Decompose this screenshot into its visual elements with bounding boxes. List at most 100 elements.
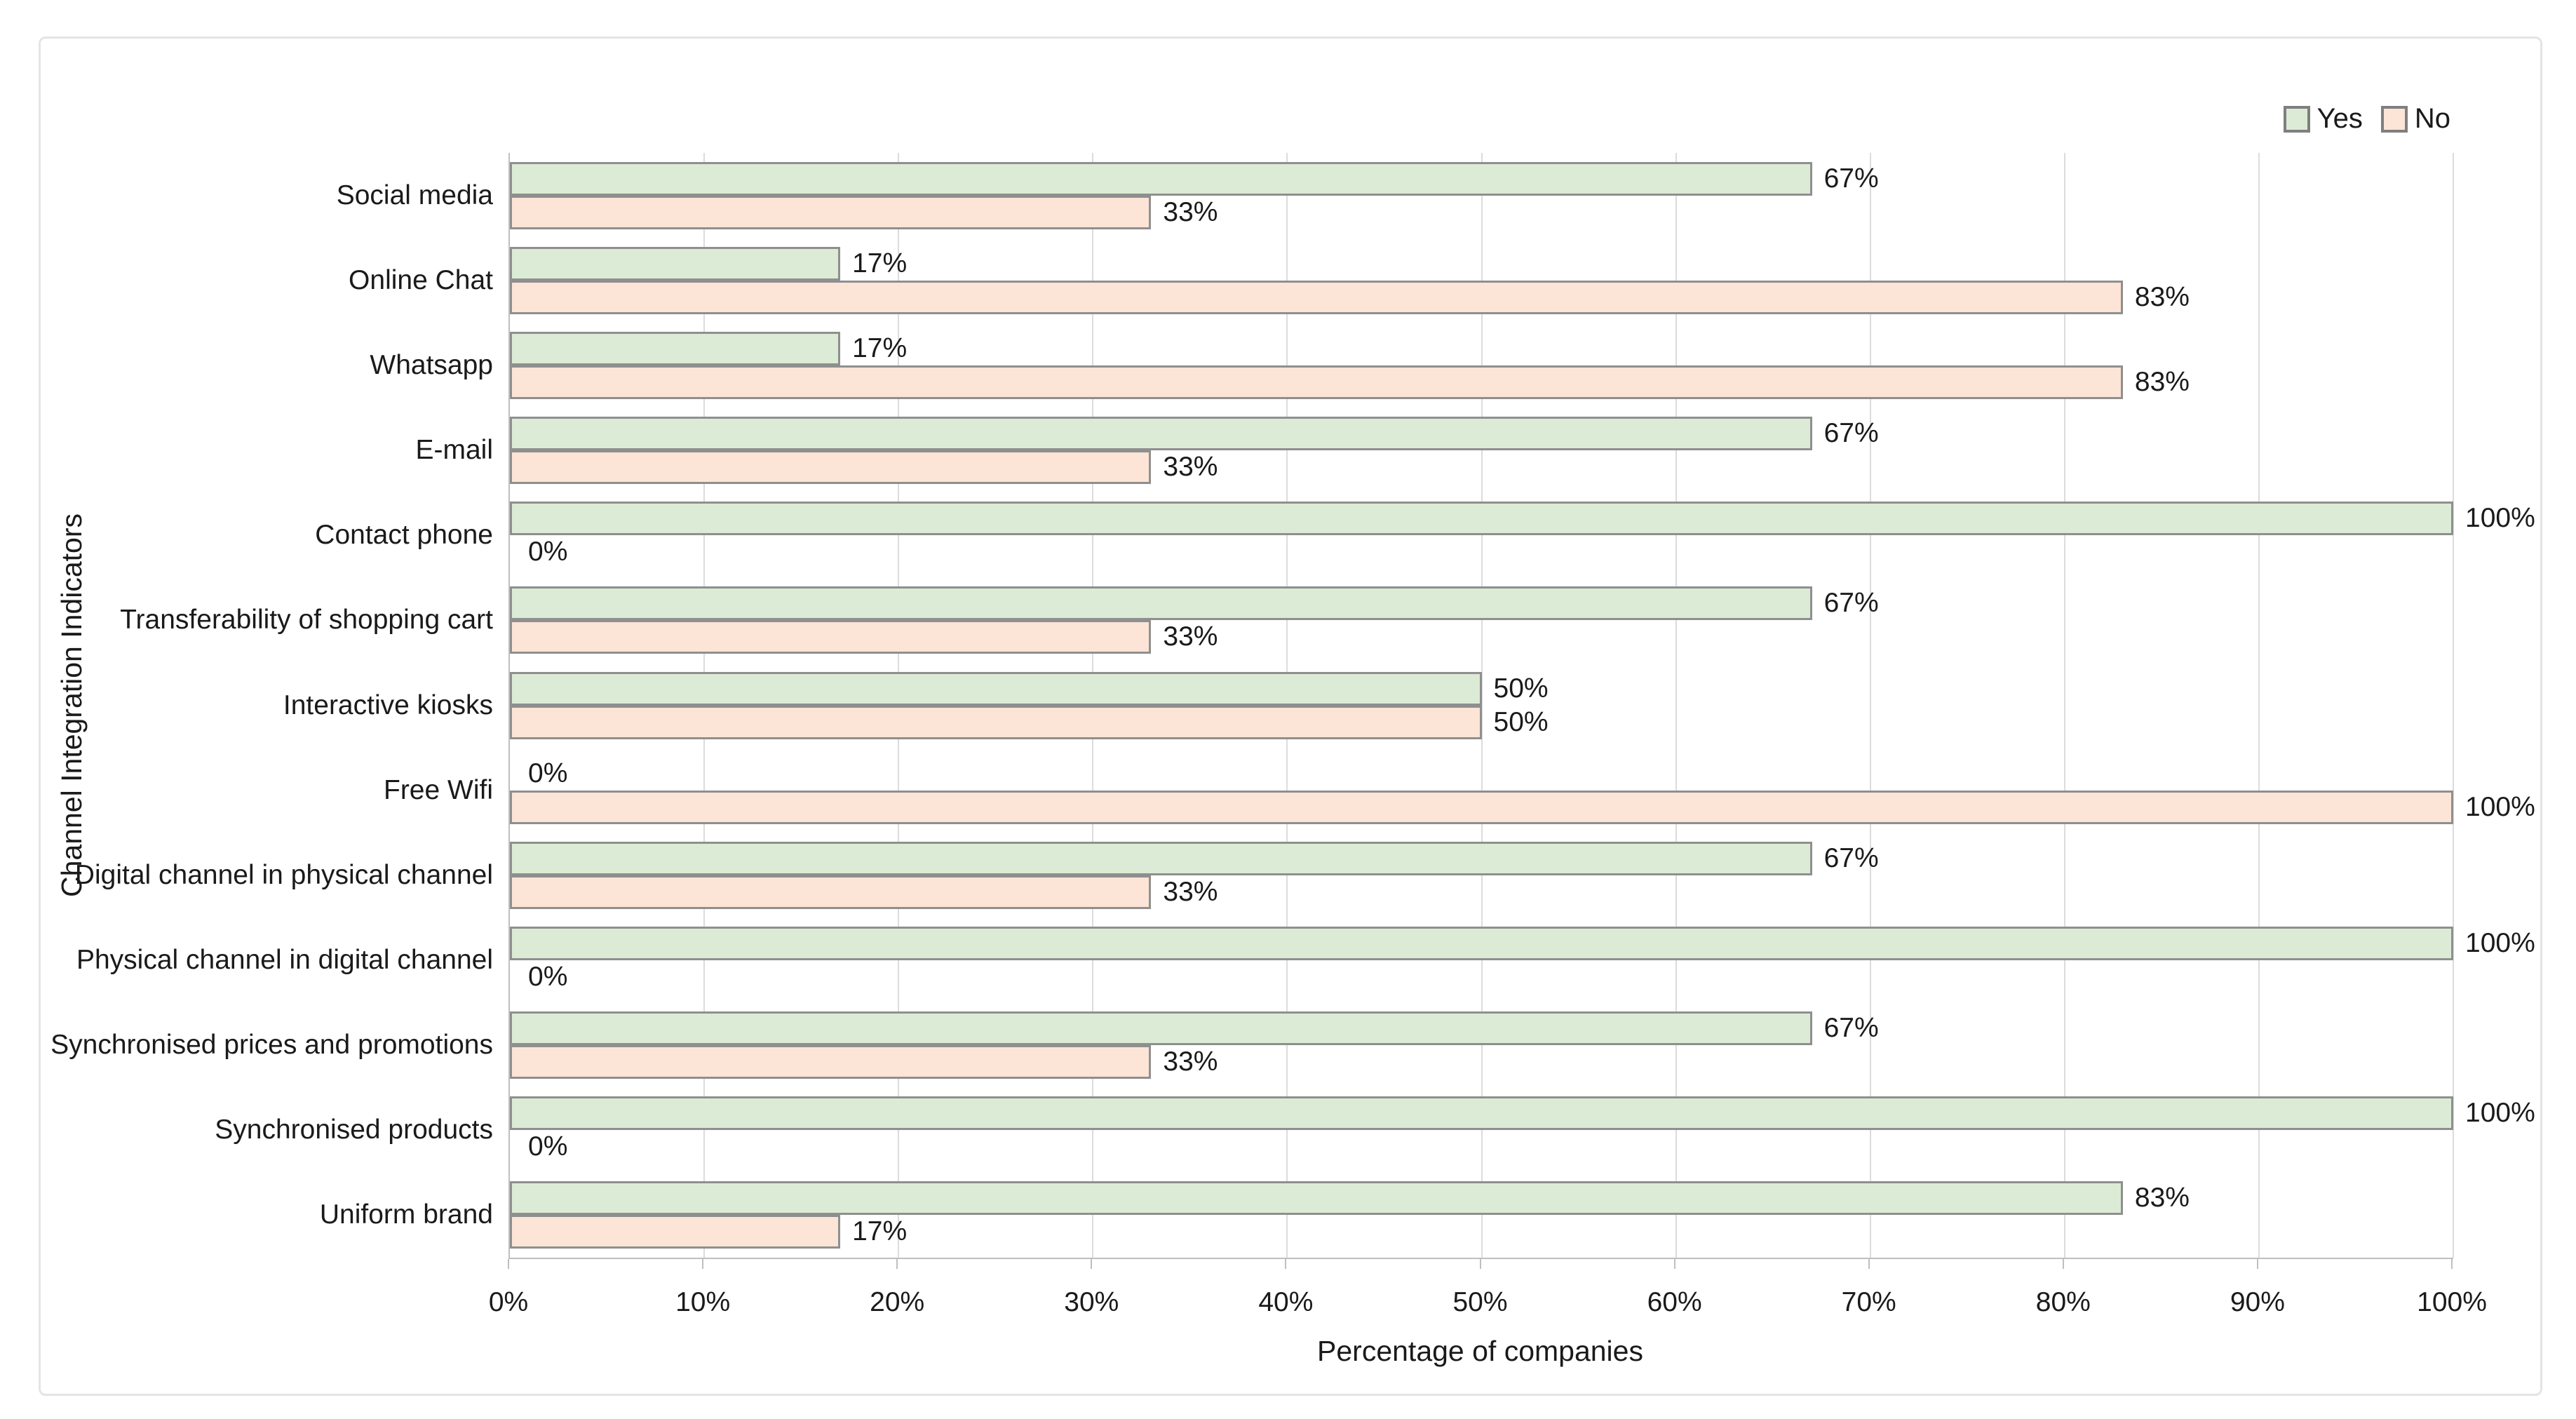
bar-value-label: 67% [1823, 588, 1879, 619]
gridline [1481, 153, 1483, 1258]
category-label: E-mail [415, 435, 493, 466]
bar-no: 33% [510, 875, 1218, 909]
category-label: Uniform brand [319, 1199, 493, 1230]
bar-yes: 100% [510, 502, 2535, 536]
tick-label: 60% [1647, 1287, 1702, 1317]
category-label: Physical channel in digital channel [76, 944, 493, 975]
legend-label-yes: Yes [2317, 103, 2363, 134]
bar-pair: 100% 0% [510, 1088, 2535, 1173]
tick-mark [508, 1259, 509, 1269]
bar-pair: 100% 0% [510, 493, 2535, 578]
bar-value-label: 33% [1163, 196, 1218, 227]
bar-value-label: 50% [1493, 706, 1549, 737]
bar-no: 33% [510, 195, 1218, 229]
bar-value-label: 0% [528, 961, 568, 992]
bar-value-label: 100% [2465, 503, 2535, 534]
category-label: Transferability of shopping cart [120, 605, 493, 635]
category-label: Synchronised products [215, 1115, 493, 1145]
tick-mark [1091, 1259, 1093, 1269]
gridline [2063, 153, 2065, 1258]
tick-mark [1673, 1259, 1675, 1269]
bar-pair: 67% 33% [510, 833, 2453, 917]
bar-value-label: 67% [1823, 1013, 1879, 1044]
legend-swatch-yes-icon [2283, 105, 2310, 133]
bar-yes: 17% [510, 331, 907, 365]
bar-no: 33% [510, 1045, 1218, 1080]
bar-value-label: 17% [852, 1216, 908, 1247]
bar-yes: 67% [510, 841, 1879, 875]
bar-yes: 100% [510, 926, 2535, 960]
bar-value-label: 100% [2465, 1098, 2535, 1129]
gridline [2258, 153, 2260, 1258]
bar-value-label: 67% [1823, 163, 1879, 194]
category-label: Digital channel in physical channel [74, 859, 493, 890]
gridline [1675, 153, 1677, 1258]
bar-value-label: 67% [1823, 418, 1879, 449]
tick-label: 90% [2230, 1287, 2285, 1317]
legend: Yes No [2283, 103, 2450, 135]
plot-rows: 67% 33% 17% 83% 17% 83% 67% 33% 100% 0% 67% 33% 50% 5… [510, 153, 2535, 1258]
bar-no: 50% [510, 705, 1549, 739]
bar-value-label: 17% [852, 332, 908, 363]
tick-label: 0% [488, 1287, 529, 1317]
bar-value-label: 17% [852, 248, 908, 278]
tick-mark [2062, 1259, 2064, 1269]
y-axis-title: Channel Integration Indicators [46, 153, 97, 1258]
bar-value-label: 33% [1163, 621, 1218, 652]
tick-mark [2256, 1259, 2258, 1269]
tick-label: 20% [870, 1287, 925, 1317]
bar-value-label: 83% [2134, 366, 2190, 397]
category-label: Interactive kiosks [283, 690, 493, 720]
bar-yes: 50% [510, 671, 1549, 706]
tick-mark [702, 1259, 704, 1269]
category-labels: Social media Online Chat Whatsapp E-mail Con… [50, 153, 493, 1258]
bar-pair: 100% 0% [510, 917, 2535, 1002]
bar-pair: 17% 83% [510, 238, 2453, 323]
category-label: Whatsapp [370, 349, 493, 380]
bar-pair: 67% 33% [510, 408, 2453, 492]
bar-pair: 67% 33% [510, 578, 2453, 663]
category-label: Free Wifi [384, 774, 493, 805]
tick-label: 50% [1452, 1287, 1508, 1317]
bar-value-label: 83% [2134, 1183, 2190, 1213]
bar-pair: 0% 100% [510, 748, 2535, 833]
tick-label: 10% [675, 1287, 731, 1317]
bar-yes: 67% [510, 1011, 1879, 1046]
tick-mark [1285, 1259, 1287, 1269]
category-label: Synchronised prices and promotions [50, 1030, 493, 1061]
bar-value-label: 67% [1823, 842, 1879, 873]
x-axis: 0% 10% 20% 30% 40% 50% 60% 70% 80% 90% 100% [489, 1259, 2487, 1371]
legend-label-no: No [2414, 103, 2450, 134]
bar-value-label: 33% [1163, 452, 1218, 483]
bar-pair: 50% 50% [510, 663, 2453, 748]
bar-no: 33% [510, 450, 1218, 485]
tick-mark [1868, 1259, 1870, 1269]
bar-value-label: 100% [2465, 791, 2535, 822]
tick-mark [1479, 1259, 1481, 1269]
bar-yes: 67% [510, 161, 1879, 196]
category-label: Social media [336, 180, 493, 210]
gridline [2453, 153, 2454, 1258]
bar-value-label: 0% [528, 758, 568, 788]
bar-value-label: 83% [2134, 281, 2190, 312]
legend-swatch-no-icon [2380, 105, 2408, 133]
bar-value-label: 33% [1163, 1047, 1218, 1077]
bar-no: 17% [510, 1215, 907, 1249]
bar-no: 83% [510, 365, 2190, 399]
y-axis-title-text: Channel Integration Indicators [55, 513, 88, 897]
bar-yes: 100% [510, 1096, 2535, 1131]
bar-no: 33% [510, 620, 1218, 654]
bar-yes: 67% [510, 586, 1879, 621]
tick-mark [896, 1259, 898, 1269]
bar-value-label: 50% [1493, 673, 1549, 704]
tick-label: 30% [1064, 1287, 1119, 1317]
bar-yes: 17% [510, 246, 907, 281]
bar-value-label: 0% [528, 1131, 568, 1162]
tick-label: 80% [2035, 1287, 2091, 1317]
category-label: Contact phone [315, 520, 493, 551]
chart-figure: Yes No Channel Integration Indicators So… [39, 36, 2542, 1396]
bar-value-label: 100% [2465, 927, 2535, 958]
bar-pair: 83% 17% [510, 1173, 2453, 1258]
bar-pair: 67% 33% [510, 1003, 2453, 1088]
legend-item-no: No [2380, 103, 2450, 135]
